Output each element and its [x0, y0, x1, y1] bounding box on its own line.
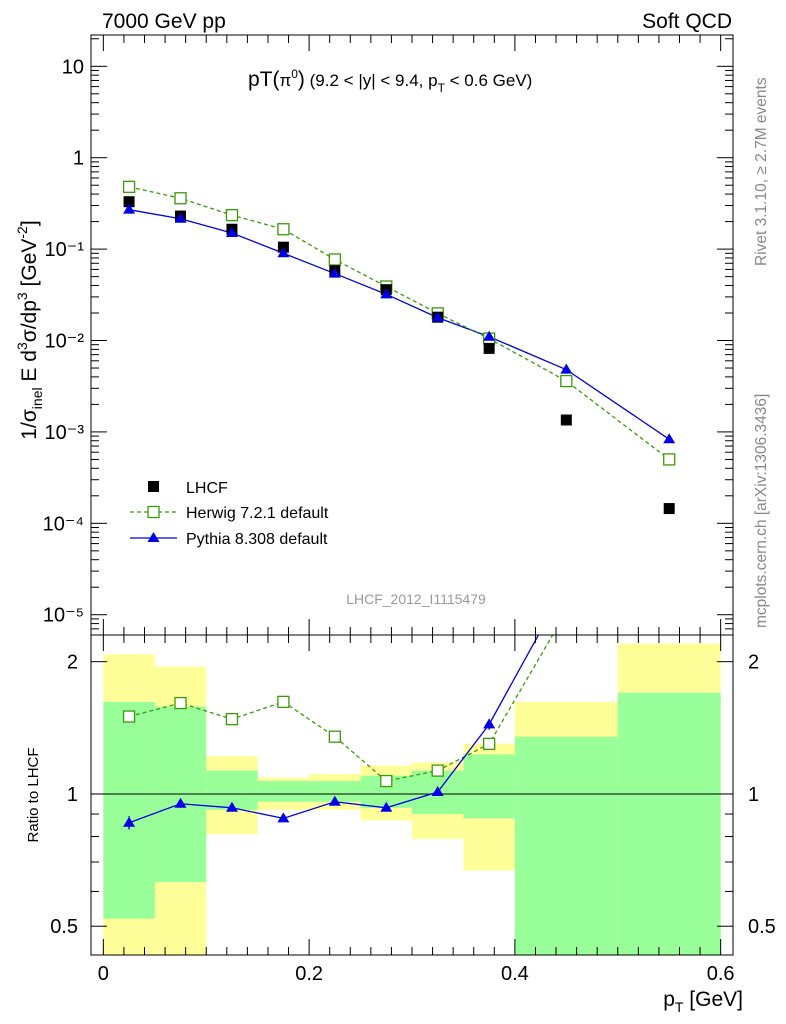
ratio-y-tick-label-right: 0.5: [748, 916, 776, 938]
ratio-bands-group: [103, 643, 721, 955]
ratio-pythia-point: [431, 786, 444, 797]
side-text-bottom: mcplots.cern.ch [arXiv:1306.3436]: [753, 394, 770, 628]
pythia-point: [174, 212, 187, 223]
main-y-tick-label: 10⁻²: [45, 331, 85, 353]
lhcf-point: [560, 414, 572, 426]
stat-band-bin: [514, 736, 618, 955]
lhcf-point: [123, 196, 135, 208]
ratio-panel: 2 2 1 1 0.5 0.5 0 0.2 0.4 0.6 Ratio to LHCF pT [G…: [25, 634, 776, 1015]
ratio-herwig-line: [128, 635, 554, 782]
x-tick-label: 0.4: [501, 963, 529, 985]
ratio-herwig-point: [431, 764, 444, 777]
x-tick-label: 0.6: [707, 963, 735, 985]
main-series-group: [122, 180, 676, 515]
pythia-line: [128, 209, 670, 440]
main-y-tick-label: 10⁻⁴: [43, 513, 84, 535]
legend-label-herwig: Herwig 7.2.1 default: [186, 505, 329, 522]
ratio-pythia-point: [277, 812, 290, 823]
ratio-herwig-point: [174, 696, 187, 710]
herwig-point: [328, 253, 341, 266]
stat-band-bin: [309, 781, 361, 802]
main-y-tick-label: 10⁻³: [45, 422, 85, 444]
pythia-point: [277, 247, 290, 258]
stat-band-bin: [103, 701, 155, 919]
pythia-point: [380, 288, 393, 299]
x-axis-label: pT [GeV]: [663, 988, 743, 1015]
main-y-ticks: 10 1 10⁻¹ 10⁻² 10⁻³ 10⁻⁴ 10⁻⁵: [43, 35, 733, 636]
x-tick-label: 0.2: [295, 963, 323, 985]
herwig-point: [277, 223, 290, 236]
ratio-y-tick-label-right: 1: [748, 784, 759, 806]
herwig-point: [560, 374, 573, 388]
pythia-point: [431, 311, 444, 322]
header-right: Soft QCD: [642, 10, 732, 33]
ratio-y-tick-label-right: 2: [748, 652, 759, 674]
ratio-pythia-point: [174, 797, 187, 808]
legend-label-lhcf: LHCF: [186, 480, 228, 497]
lhcf-point: [663, 503, 675, 515]
side-text-top: Rivet 3.1.10, ≥ 2.7M events: [753, 77, 770, 266]
main-y-tick-label: 1: [73, 148, 84, 170]
main-panel: 10 1 10⁻¹ 10⁻² 10⁻³ 10⁻⁴ 10⁻⁵ pT(π0) (9.2 < |y…: [14, 34, 734, 636]
ratio-herwig-point: [122, 710, 136, 723]
legend-label-pythia: Pythia 8.308 default: [186, 531, 328, 548]
herwig-point: [225, 209, 239, 222]
chart-title: pT(π0) (9.2 < |y| < 9.4, pT < 0.6 GeV): [248, 67, 532, 95]
ratio-y-tick-label-left: 2: [67, 652, 78, 674]
ratio-pythia-point: [225, 801, 238, 812]
herwig-point: [663, 453, 676, 466]
ratio-y-tick-label-left: 1: [67, 784, 78, 806]
ratio-herwig-point: [225, 712, 239, 726]
ratio-ticks-group: 2 2 1 1 0.5 0.5 0 0.2 0.4 0.6: [50, 635, 776, 985]
pythia-point: [123, 203, 136, 214]
herwig-point: [174, 192, 187, 205]
ratio-pythia-point: [483, 718, 496, 729]
ratio-pythia-point: [328, 795, 341, 806]
stat-band-bin: [463, 754, 515, 819]
pythia-point: [225, 227, 238, 238]
pythia-point: [560, 363, 573, 374]
stat-band-bin: [257, 781, 310, 802]
legend: LHCF Herwig 7.2.1 default Pythia 8.308 d…: [130, 480, 329, 548]
ratio-pythia-point: [380, 801, 393, 812]
ratio-herwig-point: [328, 730, 341, 743]
pythia-point: [663, 433, 676, 444]
pythia-point: [328, 267, 341, 278]
stat-band-bin: [617, 692, 721, 955]
x-tick-label: 0: [98, 963, 109, 985]
header-left: 7000 GeV pp: [102, 10, 226, 33]
main-y-tick-label: 10: [62, 56, 84, 78]
herwig-line: [128, 186, 670, 460]
ratio-y-axis-label: Ratio to LHCF: [25, 747, 42, 842]
ratio-series-group: [122, 635, 554, 830]
legend-marker-herwig: [147, 505, 160, 519]
legend-marker-lhcf: [148, 481, 159, 492]
ratio-pythia-point: [123, 816, 136, 827]
lhcf-point: [483, 342, 495, 354]
main-y-tick-label: 10⁻⁵: [43, 605, 84, 627]
pythia-point: [483, 330, 496, 341]
ratio-herwig-point: [483, 737, 496, 751]
legend-marker-pythia: [147, 532, 160, 542]
analysis-watermark: LHCF_2012_I1115479: [346, 591, 486, 607]
main-y-axis-label: 1/σinel E d3σ/dp3 [GeV-2]: [14, 220, 45, 439]
herwig-point: [122, 180, 136, 193]
ratio-herwig-point: [380, 774, 393, 788]
main-y-tick-label: 10⁻¹: [45, 239, 85, 261]
ratio-herwig-point: [277, 695, 290, 709]
lhcf-point: [277, 241, 289, 253]
ratio-y-tick-label-left: 0.5: [50, 916, 78, 938]
